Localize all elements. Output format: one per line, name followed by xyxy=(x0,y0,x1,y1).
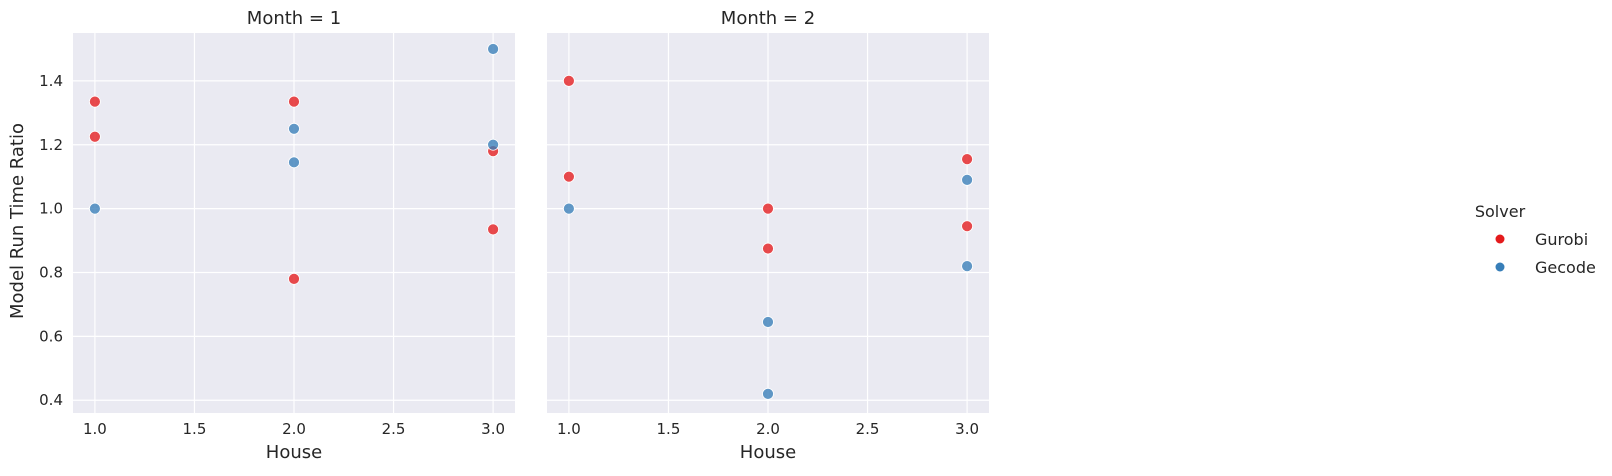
data-point-gecode xyxy=(487,43,499,55)
x-tick-label: 3.0 xyxy=(955,420,979,438)
y-tick-label: 0.6 xyxy=(39,327,63,345)
y-tick-label: 0.4 xyxy=(39,391,63,409)
data-point-gurobi xyxy=(762,242,774,255)
data-point-gurobi xyxy=(563,74,575,87)
data-point-gurobi xyxy=(563,170,575,183)
data-point-gurobi xyxy=(89,130,101,143)
panels-layer: 1.0 1.5 2.0 2.5 3.0 0.4 0.6 0.8 1.0 1.2 1.4 Month =… xyxy=(39,8,989,463)
data-point-gecode xyxy=(762,316,774,328)
legend-marker-gurobi xyxy=(1495,234,1505,244)
x-tick-label: 2.5 xyxy=(856,420,880,438)
data-point-gecode xyxy=(961,260,973,273)
data-point-gurobi xyxy=(961,153,973,166)
legend: Solver Gurobi Gecode xyxy=(1475,202,1596,277)
panel-2: 1.0 1.5 2.0 2.5 3.0 Month = 2 House xyxy=(547,8,989,463)
x-tick-label: 3.0 xyxy=(481,420,505,438)
y-tick-label: 1.4 xyxy=(39,72,63,90)
panel-title: Month = 2 xyxy=(721,8,815,29)
x-axis-label: House xyxy=(740,442,796,463)
x-tick-label: 1.0 xyxy=(83,420,107,438)
data-point-gecode xyxy=(89,202,101,215)
y-tick-label: 1.2 xyxy=(39,136,63,154)
data-point-gurobi xyxy=(89,95,101,108)
x-tick-label: 2.0 xyxy=(282,420,306,438)
y-axis-label: Model Run Time Ratio xyxy=(7,123,28,319)
data-point-gecode xyxy=(563,202,575,215)
data-point-gurobi xyxy=(961,220,973,233)
y-tick-label: 1.0 xyxy=(39,200,63,218)
data-point-gecode xyxy=(487,138,499,151)
data-point-gurobi xyxy=(762,202,774,215)
data-point-gurobi xyxy=(288,272,300,285)
legend-title: Solver xyxy=(1475,202,1526,221)
data-point-gecode xyxy=(961,173,973,186)
legend-label-gurobi: Gurobi xyxy=(1535,230,1588,249)
data-point-gecode xyxy=(288,122,300,135)
data-point-gecode xyxy=(288,156,300,169)
data-point-gurobi xyxy=(487,223,499,236)
legend-label-gecode: Gecode xyxy=(1535,258,1596,277)
data-point-gurobi xyxy=(288,95,300,108)
x-tick-label: 2.5 xyxy=(382,420,406,438)
panel-title: Month = 1 xyxy=(247,8,341,29)
x-tick-label: 1.5 xyxy=(183,420,207,438)
legend-entries: Gurobi Gecode xyxy=(1495,230,1596,277)
y-tick-label: 0.8 xyxy=(39,263,63,281)
legend-marker-gecode xyxy=(1495,262,1505,272)
x-axis-label: House xyxy=(266,442,322,463)
data-point-gecode xyxy=(762,387,774,400)
x-tick-label: 1.0 xyxy=(557,420,581,438)
panel-1: 1.0 1.5 2.0 2.5 3.0 0.4 0.6 0.8 1.0 1.2 1.4 Month =… xyxy=(39,8,515,463)
x-tick-label: 1.5 xyxy=(657,420,681,438)
x-tick-label: 2.0 xyxy=(756,420,780,438)
